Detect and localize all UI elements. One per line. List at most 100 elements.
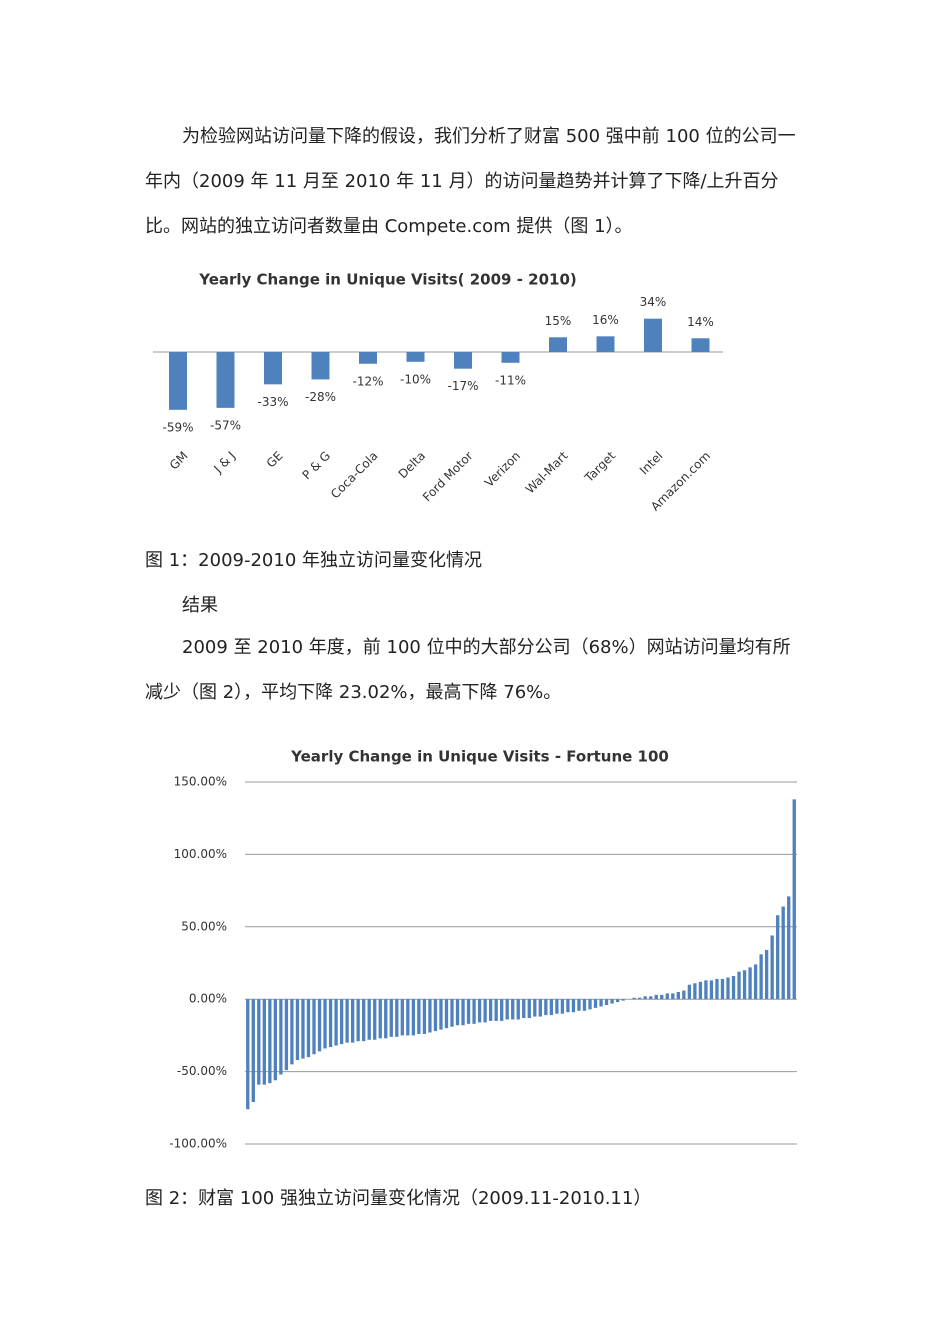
x-tick-label: Delta [396, 449, 429, 482]
x-tick-label: Target [581, 448, 618, 485]
figure-caption: 图 1：2009-2010 年独立访问量变化情况 [145, 550, 483, 571]
bar [544, 999, 548, 1016]
y-tick-label: -50.00% [177, 1064, 227, 1078]
bar [279, 999, 283, 1075]
bar [748, 967, 752, 1000]
bar [522, 999, 526, 1019]
bar [454, 352, 472, 369]
data-label: 16% [592, 313, 619, 327]
bar [251, 999, 255, 1103]
bar [516, 999, 520, 1020]
figure-caption: 图 2：财富 100 强独立访问量变化情况（2009.11-2010.11） [145, 1188, 652, 1209]
bar [787, 896, 791, 1000]
bar [533, 999, 537, 1017]
data-label: -10% [400, 372, 431, 386]
bar [549, 337, 567, 352]
bar [596, 336, 615, 352]
bar [472, 999, 476, 1024]
y-tick-label: 150.00% [174, 775, 227, 789]
bar [334, 999, 338, 1046]
bar [776, 915, 780, 1000]
bar [770, 935, 774, 1000]
bar [444, 999, 449, 1029]
data-label: -59% [162, 420, 193, 434]
bar [311, 352, 330, 380]
bar [643, 996, 647, 1000]
bar [649, 996, 653, 1000]
heading: 结果 [182, 595, 218, 616]
bar [676, 991, 680, 1000]
bar [406, 999, 410, 1036]
bar [588, 999, 592, 1010]
bar [500, 999, 504, 1021]
x-tick-label: Coca-Cola [328, 449, 381, 502]
bar [395, 999, 399, 1037]
bar [417, 999, 421, 1034]
bar [494, 999, 498, 1021]
bar [384, 999, 388, 1039]
bar [477, 999, 482, 1023]
bar [439, 999, 443, 1030]
bar [632, 997, 636, 1000]
x-tick-label: GM [167, 449, 191, 473]
x-tick-label: Intel [637, 449, 666, 478]
chart-title: Yearly Change in Unique Visits( 2009 - 2… [198, 271, 577, 289]
bar [764, 949, 769, 1000]
bar [593, 999, 598, 1008]
bar [792, 799, 796, 1000]
x-tick-label: GE [264, 449, 286, 471]
bar [328, 999, 333, 1047]
bar [317, 999, 322, 1052]
bar [644, 318, 662, 352]
bar [389, 999, 393, 1037]
bar [742, 970, 747, 1000]
bar [433, 999, 438, 1032]
bar [505, 999, 509, 1020]
bar [273, 999, 278, 1081]
bar [704, 980, 708, 1000]
bar [411, 999, 416, 1036]
bar [373, 999, 377, 1040]
bar [450, 999, 454, 1027]
bar [216, 352, 235, 408]
bar [781, 906, 785, 1000]
x-tick-label: J & J [210, 449, 238, 477]
bar [720, 978, 725, 1000]
data-label: -17% [447, 379, 478, 393]
bar [483, 999, 487, 1023]
x-tick-label: Wal-Mart [523, 448, 571, 496]
bar [345, 999, 349, 1043]
chart: Yearly Change in Unique Visits( 2009 - 2… [153, 271, 723, 514]
bar [577, 999, 581, 1011]
bar [527, 999, 531, 1019]
bar [731, 976, 736, 1000]
bar [488, 999, 493, 1021]
bar [461, 999, 465, 1026]
bar [356, 999, 360, 1042]
bar [599, 999, 603, 1007]
bar [378, 999, 382, 1039]
bar [511, 999, 515, 1020]
chart: Yearly Change in Unique Visits - Fortune… [169, 748, 797, 1151]
bar [359, 352, 377, 364]
y-tick-label: 50.00% [181, 919, 227, 933]
x-tick-label: P & G [299, 449, 333, 483]
bar [406, 352, 425, 362]
data-label: -11% [495, 373, 526, 387]
y-tick-label: -100.00% [169, 1137, 227, 1151]
data-label: 34% [640, 295, 667, 309]
bar [367, 999, 371, 1040]
paragraph: 2009 至 2010 年度，前 100 位中的大部分公司（68%）网站访问量均… [145, 637, 791, 703]
bar [682, 990, 686, 1000]
bar [691, 338, 710, 352]
bar [549, 999, 554, 1016]
bar [698, 981, 703, 1000]
bar [422, 999, 427, 1034]
data-label: -57% [210, 418, 241, 432]
y-tick-label: 0.00% [189, 992, 227, 1006]
bar [654, 994, 658, 1000]
bar [753, 964, 758, 1000]
bar [709, 980, 714, 1000]
bar [737, 971, 741, 1000]
